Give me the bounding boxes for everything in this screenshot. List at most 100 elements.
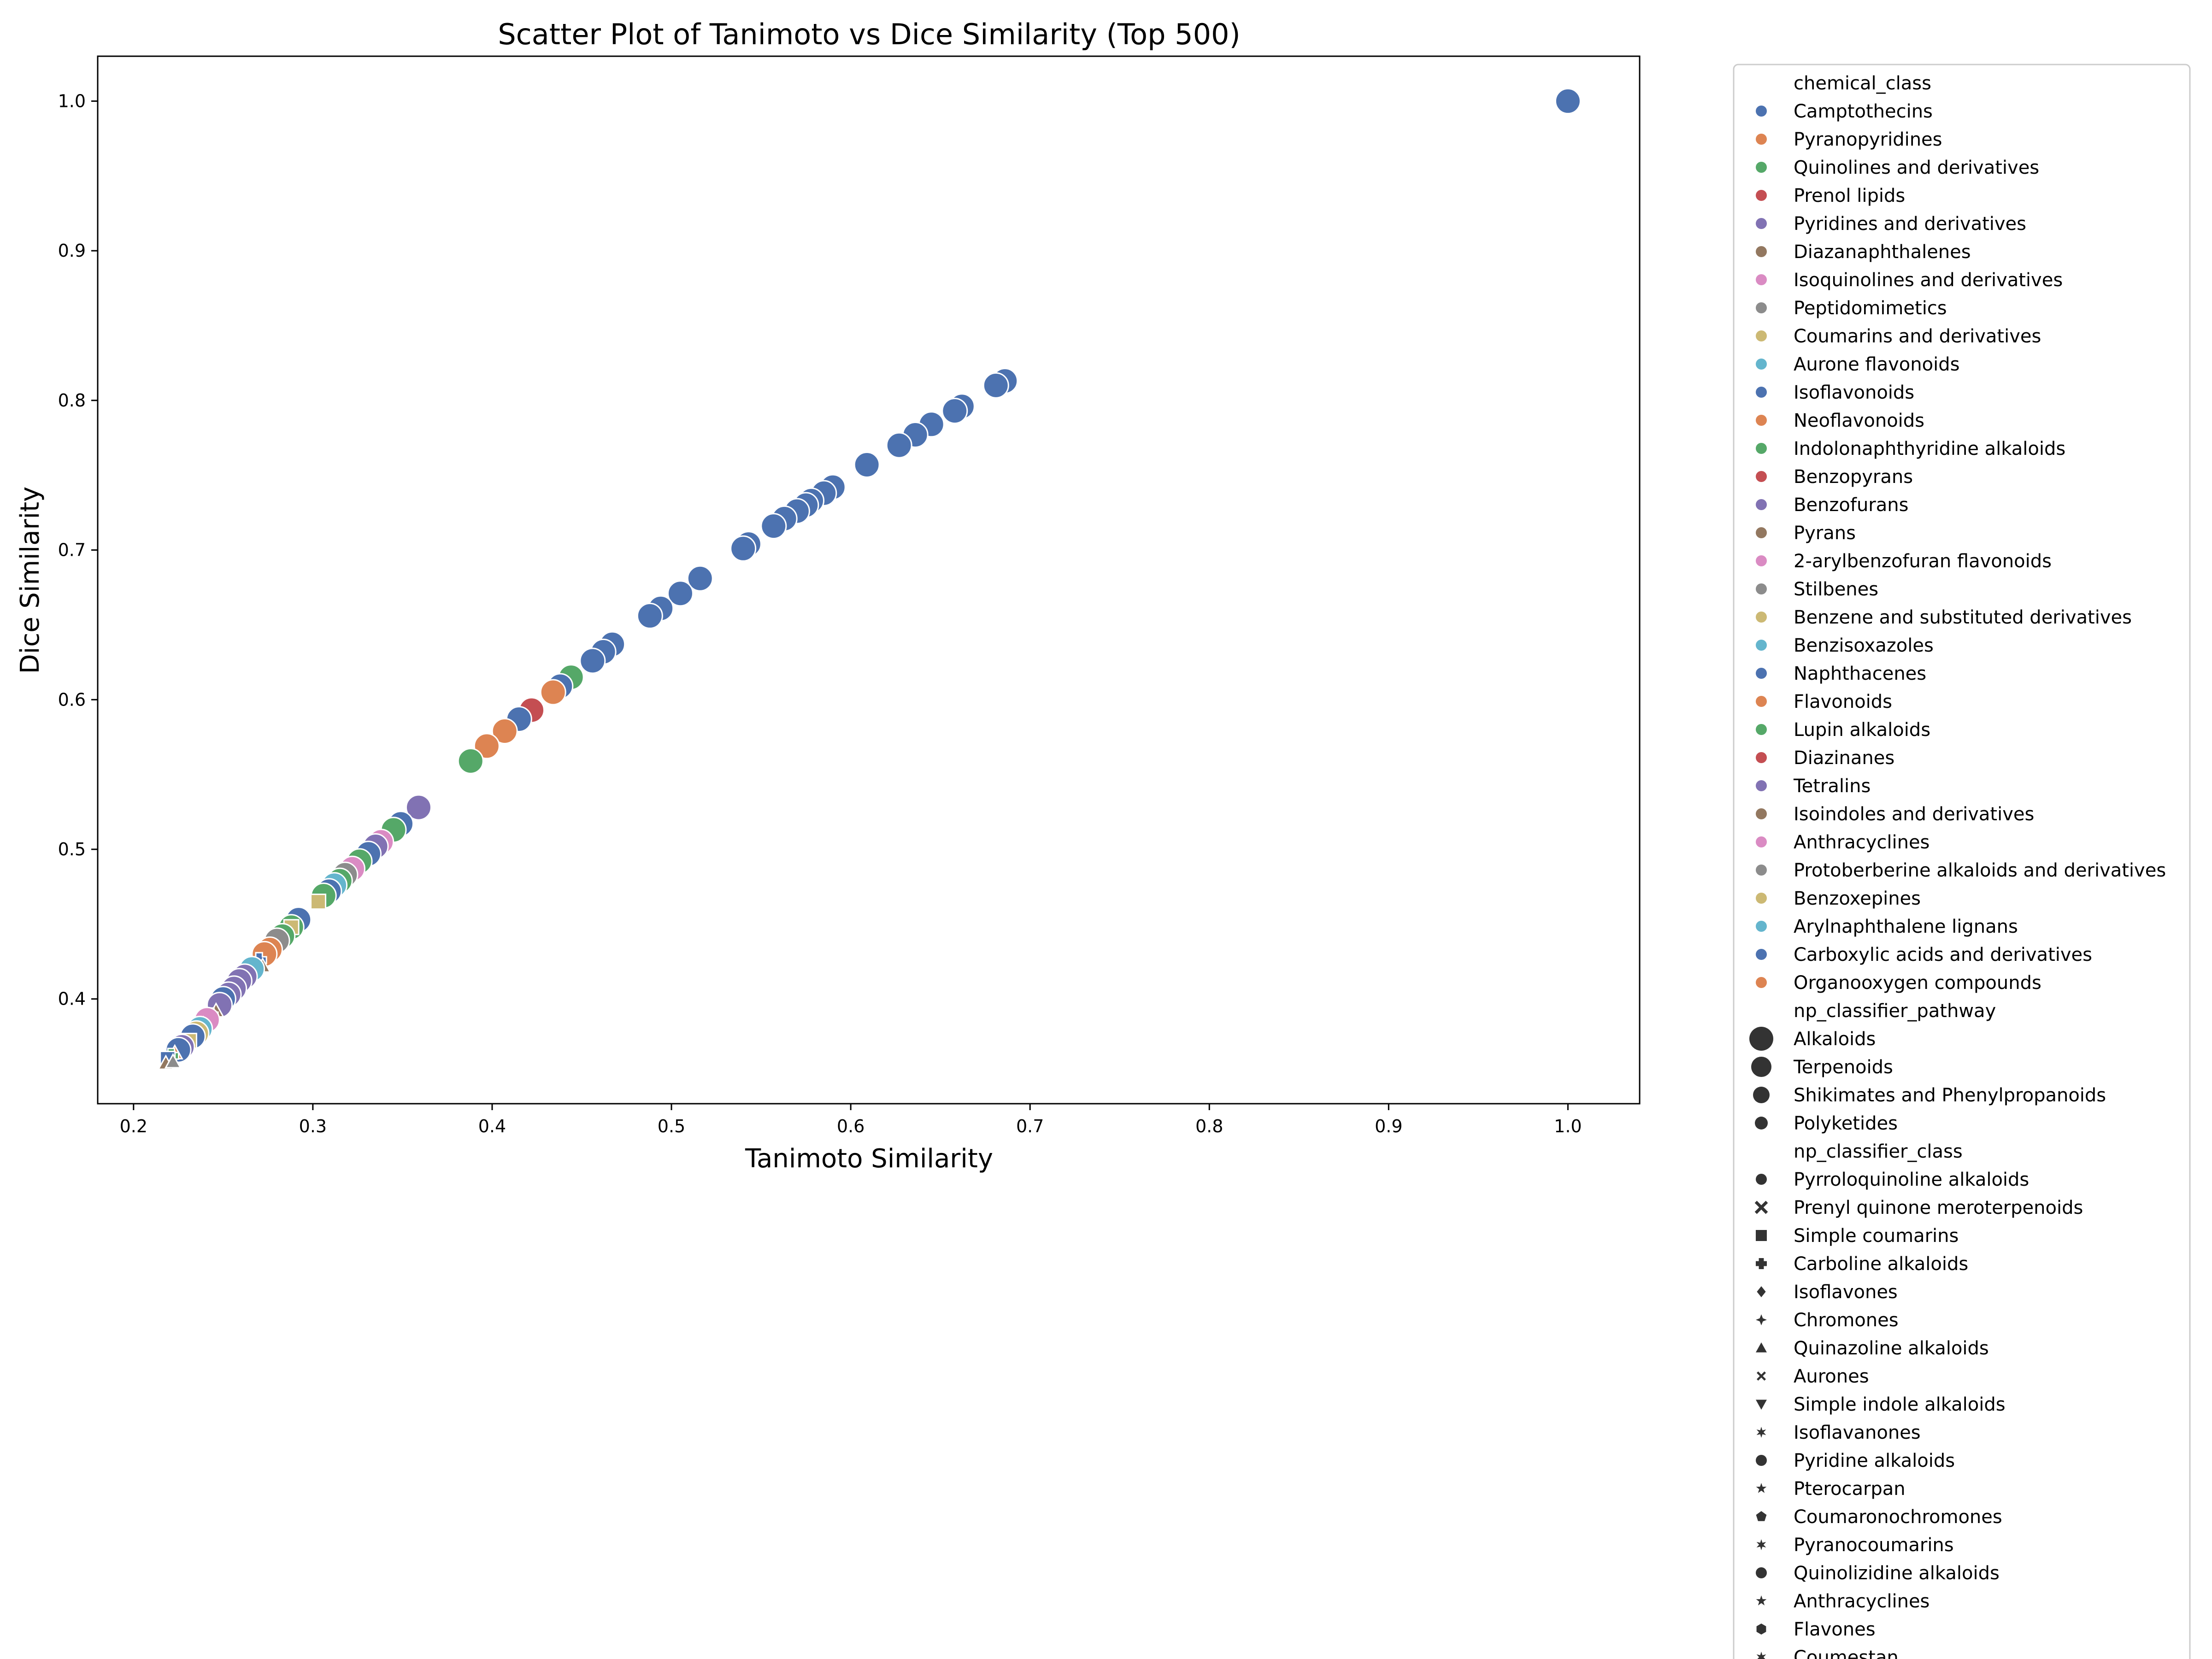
legend-item-label: Protoberberine alkaloids and derivatives — [1794, 860, 2166, 881]
legend-item-label: Pyranopyridines — [1794, 129, 1942, 150]
legend-marker — [1756, 274, 1767, 285]
legend-marker — [1756, 387, 1767, 398]
legend-item-label: Isoflavanones — [1794, 1422, 1921, 1443]
legend-item-label: Simple coumarins — [1794, 1225, 1959, 1247]
legend-item-label: Isoquinolines and derivatives — [1794, 270, 2063, 291]
legend-marker — [1756, 218, 1767, 229]
data-point — [730, 535, 757, 562]
legend-marker — [1756, 1652, 1766, 1659]
legend-item-label: Benzofurans — [1794, 494, 1908, 516]
y-tick-label: 0.4 — [58, 989, 86, 1009]
x-tick-label: 0.2 — [120, 1116, 147, 1136]
legend-item-label: Prenyl quinone meroterpenoids — [1794, 1197, 2083, 1218]
legend-item-label: Pyrans — [1794, 523, 1856, 544]
legend-marker — [1757, 1286, 1766, 1297]
legend-marker — [1756, 1258, 1767, 1270]
data-point — [636, 602, 663, 629]
legend-marker — [1756, 1371, 1766, 1381]
legend-item-label: Simple indole alkaloids — [1794, 1394, 2006, 1415]
legend-marker — [1756, 893, 1767, 904]
legend-marker — [1756, 724, 1767, 735]
x-axis-label: Tanimoto Similarity — [745, 1144, 993, 1174]
data-point — [853, 451, 880, 478]
y-tick-label: 0.9 — [58, 241, 86, 261]
legend-marker — [1756, 302, 1767, 313]
legend-item-label: Naphthacenes — [1794, 663, 1926, 684]
legend-item-label: Benzene and substituted derivatives — [1794, 607, 2132, 628]
legend-marker — [1756, 640, 1767, 651]
legend-item-label: Alkaloids — [1794, 1029, 1876, 1050]
legend-marker — [1756, 1174, 1767, 1185]
legend-item-label: Diazinanes — [1794, 747, 1894, 769]
legend-item-label: Indolonaphthyridine alkaloids — [1794, 438, 2065, 459]
legend-item-label: Aurones — [1794, 1366, 1869, 1387]
legend-item-label: Benzisoxazoles — [1794, 635, 1934, 656]
legend-marker — [1753, 1087, 1770, 1103]
plot-area — [157, 88, 1581, 1070]
x-tick-label: 0.5 — [658, 1116, 685, 1136]
legend-item-label: Terpenoids — [1793, 1057, 1893, 1078]
legend-marker — [1756, 780, 1767, 791]
legend-section-title: np_classifier_pathway — [1794, 1000, 1996, 1022]
legend-marker — [1749, 1027, 1773, 1051]
legend-box — [1733, 64, 2191, 1659]
legend-item-label: Prenol lipids — [1794, 185, 1905, 206]
data-point — [164, 1053, 182, 1069]
legend-item-label: Polyketides — [1794, 1113, 1898, 1134]
legend-marker — [1756, 949, 1767, 960]
legend-marker — [1756, 1511, 1767, 1521]
legend-marker — [1756, 1455, 1767, 1466]
legend-item-label: Pyridine alkaloids — [1794, 1450, 1955, 1471]
legend-item-label: Pyridines and derivatives — [1794, 213, 2026, 235]
legend-marker — [1756, 106, 1767, 117]
x-tick-label: 0.9 — [1375, 1116, 1402, 1136]
x-axis: 0.2 0.3 0.4 0.5 0.6 0.7 0.8 0.9 1.0 — [120, 1104, 1582, 1136]
legend-item-label: Camptothecins — [1794, 101, 1933, 122]
y-tick-label: 0.6 — [58, 689, 86, 710]
legend-marker — [1756, 527, 1767, 538]
y-axis: 0.4 0.5 0.6 0.7 0.8 0.9 1.0 — [58, 91, 98, 1009]
legend-item-label: Anthracyclines — [1794, 832, 1930, 853]
legend-marker — [1756, 696, 1767, 707]
x-tick-label: 1.0 — [1554, 1116, 1582, 1136]
legend-marker — [1756, 1314, 1767, 1325]
legend-item-label: Pyrroloquinoline alkaloids — [1794, 1169, 2029, 1190]
legend-marker — [1756, 865, 1767, 876]
data-point — [579, 647, 606, 674]
legend-marker — [1756, 1595, 1767, 1606]
legend-item-label: Chromones — [1794, 1310, 1899, 1331]
data-point — [886, 432, 912, 459]
data-point — [667, 580, 694, 607]
data-point — [491, 718, 518, 744]
data-point — [310, 894, 327, 910]
legend-item-label: Organooxygen compounds — [1794, 972, 2041, 994]
data-point — [982, 372, 1009, 399]
legend-marker — [1756, 612, 1767, 623]
data-point — [760, 513, 787, 540]
legend-marker — [1756, 921, 1767, 932]
legend-item-label: Anthracyclines — [1794, 1591, 1930, 1612]
legend-marker — [1756, 836, 1767, 847]
legend-item-label: Isoindoles and derivatives — [1794, 804, 2034, 825]
legend-item-label: Benzoxepines — [1794, 888, 1921, 909]
legend-marker — [1756, 1230, 1767, 1241]
x-tick-label: 0.6 — [837, 1116, 865, 1136]
legend-item-label: Shikimates and Phenylpropanoids — [1794, 1085, 2106, 1106]
legend-marker — [1756, 583, 1767, 594]
legend-item-label: Coumestan — [1794, 1647, 1899, 1659]
legend-item-label: Isoflavonoids — [1794, 382, 1914, 403]
legend-marker — [1756, 359, 1767, 370]
legend-marker — [1756, 977, 1767, 988]
legend-marker — [1751, 1057, 1771, 1077]
x-tick-label: 0.3 — [299, 1116, 327, 1136]
legend-item-label: 2-arylbenzofuran flavonoids — [1794, 551, 2052, 572]
legend-marker — [1756, 471, 1767, 482]
legend-marker — [1756, 330, 1767, 341]
legend-item-label: Arylnaphthalene lignans — [1794, 916, 2018, 937]
legend-item-label: Carboxylic acids and derivatives — [1794, 944, 2092, 965]
legend-marker — [1756, 1539, 1766, 1550]
legend-item-label: Lupin alkaloids — [1794, 719, 1930, 741]
legend-section-title: np_classifier_class — [1794, 1141, 1963, 1162]
legend-item-label: Benzopyrans — [1794, 466, 1913, 488]
